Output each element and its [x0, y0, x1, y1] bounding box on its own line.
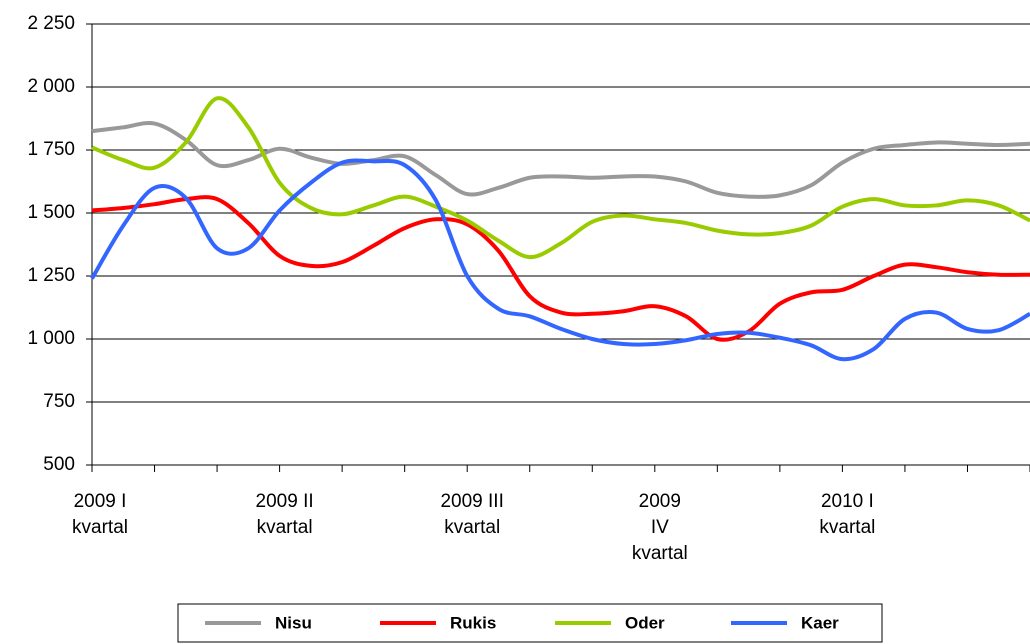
x-tick-label: 2009 I kvartal — [72, 491, 128, 538]
series-line — [90, 158, 1030, 362]
legend-label: Nisu — [275, 613, 312, 632]
y-tick-label: 2 250 — [27, 13, 75, 34]
x-tick-label: 2009 IV kvartal — [631, 491, 688, 564]
y-tick-label: 500 — [43, 454, 75, 475]
x-tick-label: 2009 III kvartal — [440, 491, 504, 538]
legend-label: Oder — [625, 613, 665, 632]
y-tick-label: 1 500 — [27, 202, 75, 223]
legend-label: Rukis — [450, 613, 496, 632]
y-tick-label: 750 — [43, 391, 75, 412]
series-line — [91, 96, 1030, 260]
series-line — [91, 121, 1030, 199]
series-line — [91, 195, 1030, 342]
x-tick-label: 2010 I kvartal — [819, 491, 876, 538]
legend-label: Kaer — [801, 613, 839, 632]
x-tick-label: 2009 II kvartal — [255, 491, 314, 538]
y-tick-label: 1 250 — [27, 265, 75, 286]
y-tick-label: 2 000 — [27, 76, 75, 97]
y-tick-label: 1 000 — [27, 328, 75, 349]
y-tick-label: 1 750 — [27, 139, 75, 160]
